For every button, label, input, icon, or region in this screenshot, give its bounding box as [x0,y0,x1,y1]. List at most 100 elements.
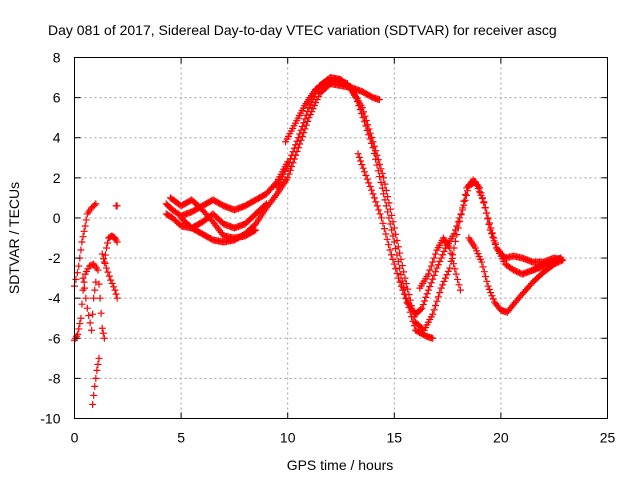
data-point [439,251,447,259]
data-point [354,150,362,158]
data-point [294,134,302,142]
data-point [100,334,108,342]
data-point [286,166,294,174]
x-axis-label: GPS time / hours [287,457,394,473]
data-point [88,326,96,334]
data-point [104,239,112,247]
data-point [423,290,431,298]
data-point [437,284,445,292]
data-point [427,279,435,287]
data-point [94,360,102,368]
data-point [479,263,487,271]
data-point [433,264,441,272]
data-point [78,238,86,246]
data-point [432,250,440,258]
y-tick-label: 8 [53,50,61,66]
data-point [382,202,390,210]
data-point [481,204,489,212]
data-point [430,271,438,279]
data-point [101,251,109,259]
data-point [373,161,381,169]
data-point [482,209,490,217]
data-point [91,286,99,294]
data-point [474,185,482,193]
data-point [369,144,377,152]
data-point [417,305,425,313]
data-point [456,214,464,222]
data-point [293,137,301,145]
data-point [489,295,497,303]
data-point [410,322,418,330]
data-point [380,225,388,233]
data-point [366,183,374,191]
series-arc-01 [71,200,100,290]
data-point [441,274,449,282]
data-point [80,278,88,286]
data-point [93,366,101,374]
data-point [113,238,121,246]
data-point [95,354,103,362]
data-point [300,119,308,127]
data-point [386,220,394,228]
data-point [73,269,81,277]
data-point [304,107,312,115]
series-arc-05 [100,232,121,266]
data-point [91,382,99,390]
data-point [80,227,88,235]
data-point [432,268,440,276]
data-point [555,255,563,263]
data-point [82,294,90,302]
data-point [298,122,306,130]
data-point [397,271,405,279]
data-point [380,190,388,198]
data-point [100,255,108,263]
data-point [353,98,361,106]
data-point [480,198,488,206]
data-point [111,286,119,294]
data-point [100,258,108,266]
data-point [290,144,298,152]
data-point [77,246,85,254]
data-point [393,269,401,277]
data-point [80,284,88,292]
x-tick-label: 20 [493,430,509,446]
data-point [489,233,497,241]
data-point [404,285,412,293]
y-tick-label: -8 [48,370,61,386]
data-point [384,208,392,216]
data-point [434,261,442,269]
data-point [485,220,493,228]
y-tick-label: 0 [53,210,61,226]
data-point [75,262,83,270]
data-point [477,191,485,199]
data-point [385,214,393,222]
data-point [110,283,118,291]
data-point [397,282,405,290]
y-tick-labels: -10 -8 -6 -4 -2 0 2 4 6 8 [40,50,60,427]
x-tick-label: 15 [387,430,403,446]
data-point [429,258,437,266]
data-point [439,281,447,289]
data-point [368,139,376,147]
data-point [434,293,442,301]
data-point [92,374,100,382]
data-point [284,174,292,182]
series-arc-11 [177,80,383,246]
data-point [77,314,85,322]
data-point [359,164,367,172]
series-arc-14 [354,150,567,318]
data-point [485,285,493,293]
data-point [453,222,461,230]
data-point [459,206,467,214]
data-point [358,110,366,118]
data-point [451,265,459,273]
data-point [362,122,370,130]
data-point [450,230,458,238]
data-point [357,157,365,165]
data-point [286,155,294,163]
data-point [392,265,400,273]
data-point [288,151,296,159]
data-point [452,270,460,278]
data-point [366,135,374,143]
